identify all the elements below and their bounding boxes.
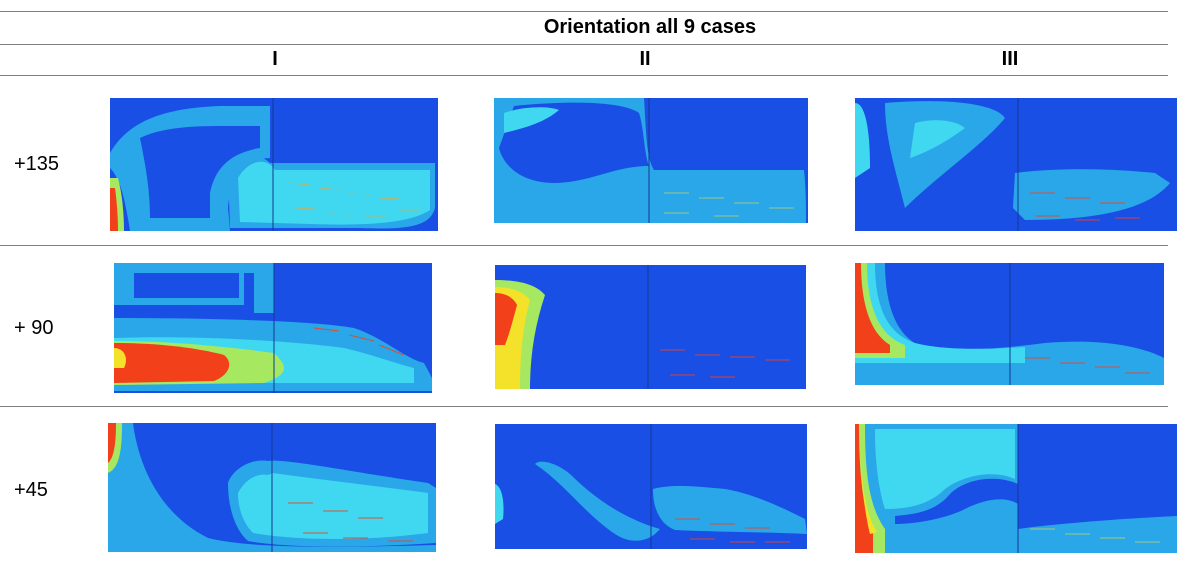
panel-45-I [108, 423, 436, 552]
panel-90-II [495, 265, 806, 389]
panel-135-II [494, 98, 808, 223]
panel-90-I [114, 263, 432, 393]
panel-135-I [110, 98, 438, 231]
row-label-135: +135 [14, 153, 60, 175]
top-rule [0, 11, 1168, 12]
row-divider-2 [0, 406, 1168, 407]
column-header-II: II [639, 48, 651, 70]
column-header-I: I [272, 48, 278, 70]
panel-135-III [855, 98, 1177, 231]
table-title: Orientation all 9 cases [543, 16, 757, 38]
panel-90-III [855, 263, 1164, 385]
title-rule [0, 44, 1168, 45]
panel-45-III [855, 424, 1177, 553]
column-header-III: III [1001, 48, 1019, 70]
row-label-90: + 90 [14, 317, 54, 339]
row-divider-1 [0, 245, 1168, 246]
row-label-45: +45 [14, 479, 48, 501]
header-rule [0, 75, 1168, 76]
panel-45-II [495, 424, 807, 549]
